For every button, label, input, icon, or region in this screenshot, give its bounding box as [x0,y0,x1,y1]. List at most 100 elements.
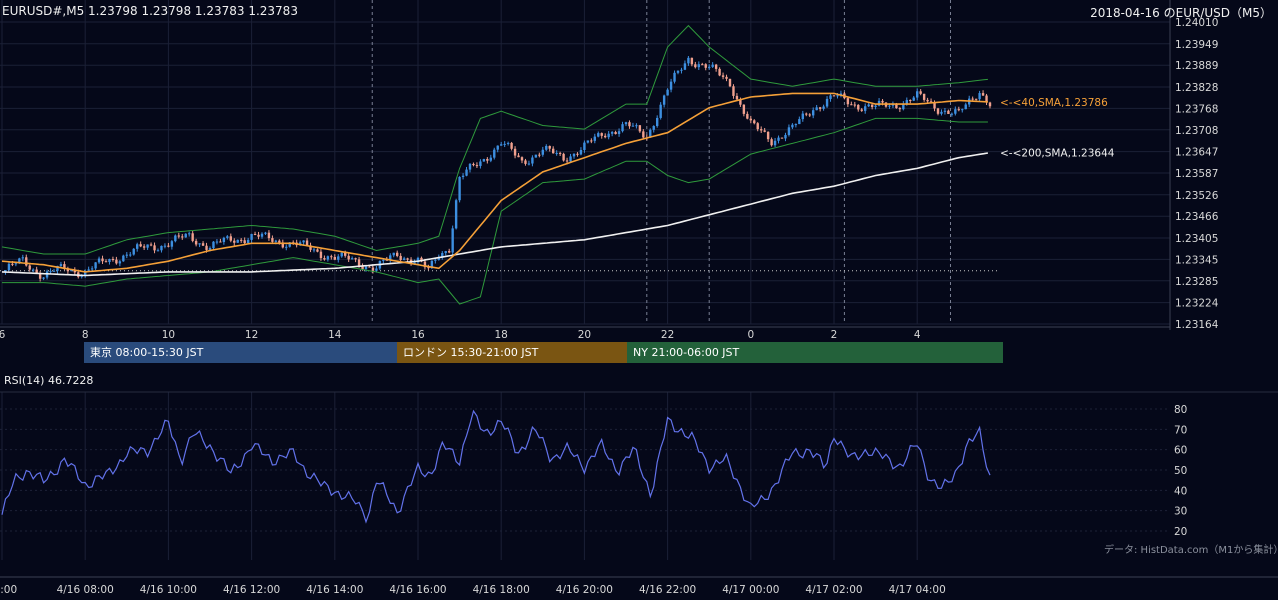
candle-body [38,273,42,279]
candle-body [212,241,215,249]
candle-body [7,263,11,271]
price-tick-label: 1.23647 [1175,147,1218,159]
candle-body [489,157,492,161]
candle-body [222,237,226,243]
candle-body [42,277,45,279]
price-tick-label: 1.23828 [1175,82,1218,94]
candle-body [905,100,908,104]
time-tick-label: 4/16 20:00 [556,584,613,596]
rsi-title: RSI(14) 46.7228 [4,374,94,387]
price-x-tick-label: 20 [578,329,591,341]
candle-body [285,246,288,248]
candle-body [711,64,714,67]
candle-body [898,108,902,110]
candle-body [867,104,870,107]
candle-body [760,129,763,131]
candle-body [444,251,447,254]
candle-body [94,262,97,269]
candle-body [350,258,354,260]
price-x-tick-label: 18 [495,329,508,341]
candle-body [971,98,974,100]
candle-body [427,267,430,269]
candle-body [517,155,520,158]
candle-body [673,72,676,82]
candle-body [389,255,392,260]
candle-body [73,269,76,273]
candle-body [472,163,475,166]
candle-body [562,153,565,161]
rsi-line [1,409,991,524]
candle-body [922,93,926,100]
candle-body [652,126,655,130]
candle-body [614,132,617,135]
candle-body [423,261,427,268]
candle-body [354,258,357,260]
candle-body [766,131,770,140]
candle-body [465,169,468,176]
candle-body [735,95,739,100]
candle-body [201,243,205,246]
candle-body [683,63,687,70]
time-tick-label: 4/17 00:00 [722,584,779,596]
candle-body [957,109,960,111]
candle-body [617,131,621,135]
candle-body [988,102,992,107]
time-tick-label: 4/16 14:00 [306,584,363,596]
candle-body [66,268,70,272]
candle-body [347,255,350,260]
candle-body [319,251,323,259]
candle-body [739,99,742,105]
candle-body [694,64,697,68]
time-tick-label: 4/17 02:00 [805,584,862,596]
candle-body [888,105,891,107]
price-x-tick-label: 2 [831,329,838,341]
candle-body [111,258,115,260]
candle-body [101,258,104,262]
candle-body [902,103,905,110]
candle-body [278,240,281,243]
candle-body [784,134,787,139]
candle-body [964,104,967,110]
time-tick-label: 4/16 10:00 [140,584,197,596]
candle-body [791,124,794,128]
candle-body [59,264,63,266]
candle-body [805,113,808,115]
candle-body [264,232,267,234]
candle-body [288,242,291,247]
candle-body [326,256,330,260]
candle-body [479,161,482,166]
candle-body [524,160,527,164]
candle-body [974,98,978,100]
candle-body [396,252,399,256]
candle-body [132,248,135,255]
candle-body [104,261,108,263]
candle-body [382,259,385,261]
time-tick-label: 06:00 [0,584,17,596]
candle-body [461,175,465,177]
candle-body [933,102,936,109]
candle-body [853,104,856,106]
candle-body [486,159,489,161]
candle-body [877,100,881,106]
candle-body [454,200,458,229]
candle-body [870,104,874,108]
candle-body [402,258,406,260]
candle-body [610,132,614,134]
sma200-label: <-<200,SMA,1.23644 [1000,148,1115,160]
price-x-tick-label: 8 [82,329,89,341]
candle-body [229,236,232,241]
candle-body [780,137,784,139]
candle-body [35,269,38,274]
candle-body [87,269,90,271]
price-tick-label: 1.23285 [1175,276,1218,288]
candle-body [177,235,180,237]
price-tick-label: 1.23768 [1175,103,1218,115]
time-tick-label: 4/16 08:00 [57,584,114,596]
candle-body [267,232,271,239]
candle-body [32,269,35,271]
candle-body [947,110,950,114]
candle-body [170,241,174,247]
candle-body [188,233,191,235]
price-tick-label: 1.23164 [1175,319,1219,331]
candle-body [253,233,257,235]
